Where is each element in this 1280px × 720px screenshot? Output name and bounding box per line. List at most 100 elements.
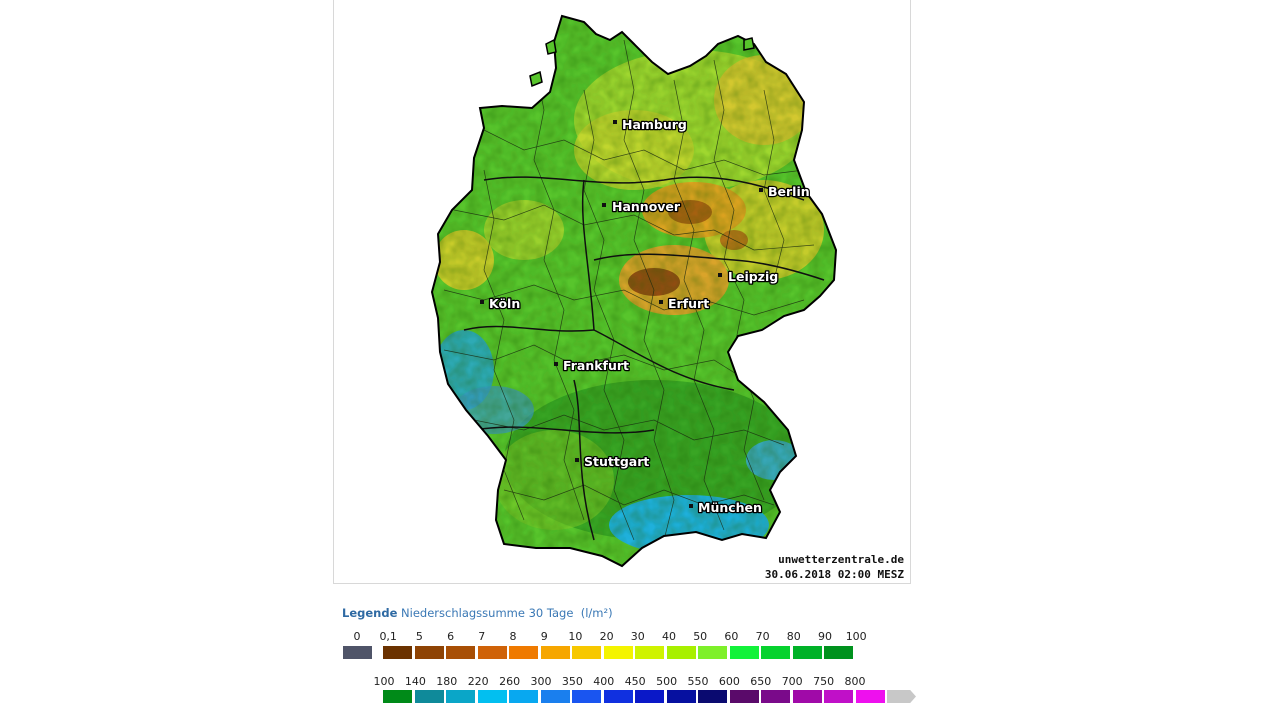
- legend-tick-label: 100: [845, 630, 867, 643]
- legend-tick-label: 90: [818, 630, 832, 643]
- legend-tick-label: 9: [540, 630, 548, 643]
- city-stuttgart: Stuttgart: [575, 453, 651, 470]
- legend-color-swatch: [572, 690, 601, 703]
- city-hannover: Hannover: [602, 198, 682, 215]
- legend-color-swatch: [477, 646, 507, 659]
- legend-tick-label: 400: [593, 675, 615, 688]
- legend-color-swatch: [540, 646, 570, 659]
- city-label: Frankfurt: [563, 358, 629, 373]
- city-label: Erfurt: [668, 296, 709, 311]
- city-berlin: Berlin: [759, 183, 811, 200]
- legend-color-swatch: [540, 690, 570, 703]
- legend-tick-label: 350: [561, 675, 583, 688]
- city-label: Berlin: [768, 184, 810, 199]
- legend-tick-label: 0: [353, 630, 361, 643]
- legend-color-swatch: [698, 646, 727, 659]
- legend-tick-label: 70: [755, 630, 770, 643]
- precipitation-map: Hamburg Berlin Hannover Leipzig Köln Erf…: [333, 0, 911, 584]
- legend-tick-label: 100: [373, 675, 395, 688]
- city-marker: [759, 188, 763, 192]
- legend-color-swatch: [635, 690, 664, 703]
- credit-timestamp: 30.06.2018 02:00 MESZ: [764, 568, 904, 581]
- legend-color-swatch: [824, 690, 853, 703]
- legend-tick-label: 300: [530, 675, 552, 688]
- legend-tick-label: 260: [499, 675, 521, 688]
- legend-color-swatch: [729, 690, 759, 703]
- legend-color-swatch: [792, 646, 822, 659]
- city-marker: [689, 504, 693, 508]
- legend-color-swatch: [666, 646, 696, 659]
- legend-color-swatch: [635, 646, 664, 659]
- city-frankfurt: Frankfurt: [554, 357, 630, 374]
- legend-color-swatch: [666, 690, 696, 703]
- legend-color-swatch: [383, 646, 412, 659]
- legend-color-swatch: [698, 690, 727, 703]
- legend-color-swatch: [509, 646, 538, 659]
- legend-color-swatch: [414, 646, 444, 659]
- city-marker: [718, 273, 722, 277]
- legend-tick-label: 40: [662, 630, 676, 643]
- legend-tick-label: 800: [844, 675, 866, 688]
- legend-tick-label: 750: [813, 675, 835, 688]
- city-label: München: [698, 500, 762, 515]
- legend-tick-label: 30: [630, 630, 645, 643]
- city-marker: [575, 458, 579, 462]
- legend-tick-label: 500: [656, 675, 678, 688]
- city-muenchen: München: [689, 499, 763, 516]
- legend-color-swatch: [446, 646, 475, 659]
- legend-color-swatch: [887, 690, 916, 703]
- legend-tick-label: 180: [436, 675, 458, 688]
- legend-title: Legende Niederschlagssumme 30 Tage (l/m²…: [342, 606, 613, 620]
- legend-color-swatch: [414, 690, 444, 703]
- legend-tick-label: 140: [404, 675, 426, 688]
- legend-tick-label: 50: [693, 630, 708, 643]
- germany-map-graphic: Hamburg Berlin Hannover Leipzig Köln Erf…: [430, 14, 838, 568]
- legend-tick-label: 450: [624, 675, 646, 688]
- legend-title-text: Niederschlagssumme 30 Tage: [401, 606, 574, 620]
- legend-tick-label: 650: [750, 675, 772, 688]
- legend-tick-label: 8: [509, 630, 517, 643]
- legend-color-swatch: [855, 690, 885, 703]
- city-erfurt: Erfurt: [659, 295, 711, 312]
- city-marker: [480, 300, 484, 304]
- legend-tick-label: 600: [718, 675, 740, 688]
- legend-tick-label: 6: [447, 630, 455, 643]
- legend-tick-label: 700: [781, 675, 803, 688]
- legend-color-swatch: [477, 690, 507, 703]
- legend-tick-label: 10: [568, 630, 583, 643]
- legend-color-swatch: [572, 646, 601, 659]
- city-hamburg: Hamburg: [613, 116, 688, 133]
- city-label: Hamburg: [622, 117, 687, 132]
- city-label: Hannover: [612, 199, 681, 214]
- legend-tick-label: 80: [786, 630, 801, 643]
- city-marker: [554, 362, 558, 366]
- legend-color-swatch: [343, 646, 372, 659]
- legend-color-swatch: [603, 646, 633, 659]
- legend-color-swatch: [761, 646, 790, 659]
- city-koeln: Köln: [480, 295, 522, 312]
- legend-color-swatch: [729, 646, 759, 659]
- city-label: Köln: [489, 296, 520, 311]
- legend-color-swatch: [383, 690, 412, 703]
- legend-tick-label: 20: [599, 630, 614, 643]
- legend-tick-label: 5: [415, 630, 423, 643]
- legend-color-swatch: [603, 690, 633, 703]
- legend-tick-label: 220: [467, 675, 489, 688]
- legend-color-swatch: [824, 646, 853, 659]
- legend-unit: (l/m²): [580, 606, 613, 620]
- city-marker: [602, 203, 606, 207]
- credit-site: unwetterzentrale.de: [778, 553, 904, 566]
- legend-tick-label: 550: [687, 675, 709, 688]
- city-label: Leipzig: [728, 269, 778, 284]
- city-marker: [659, 300, 663, 304]
- legend-color-swatch: [446, 690, 475, 703]
- city-leipzig: Leipzig: [718, 268, 779, 285]
- legend-title-bold: Legende: [342, 606, 398, 620]
- legend-color-swatch: [761, 690, 790, 703]
- germany-border: [430, 14, 838, 568]
- legend-tick-label: 60: [724, 630, 739, 643]
- city-label: Stuttgart: [584, 454, 649, 469]
- legend-tick-label: 7: [478, 630, 486, 643]
- legend-color-swatch: [509, 690, 538, 703]
- legend-tick-label: 0,1: [379, 630, 397, 643]
